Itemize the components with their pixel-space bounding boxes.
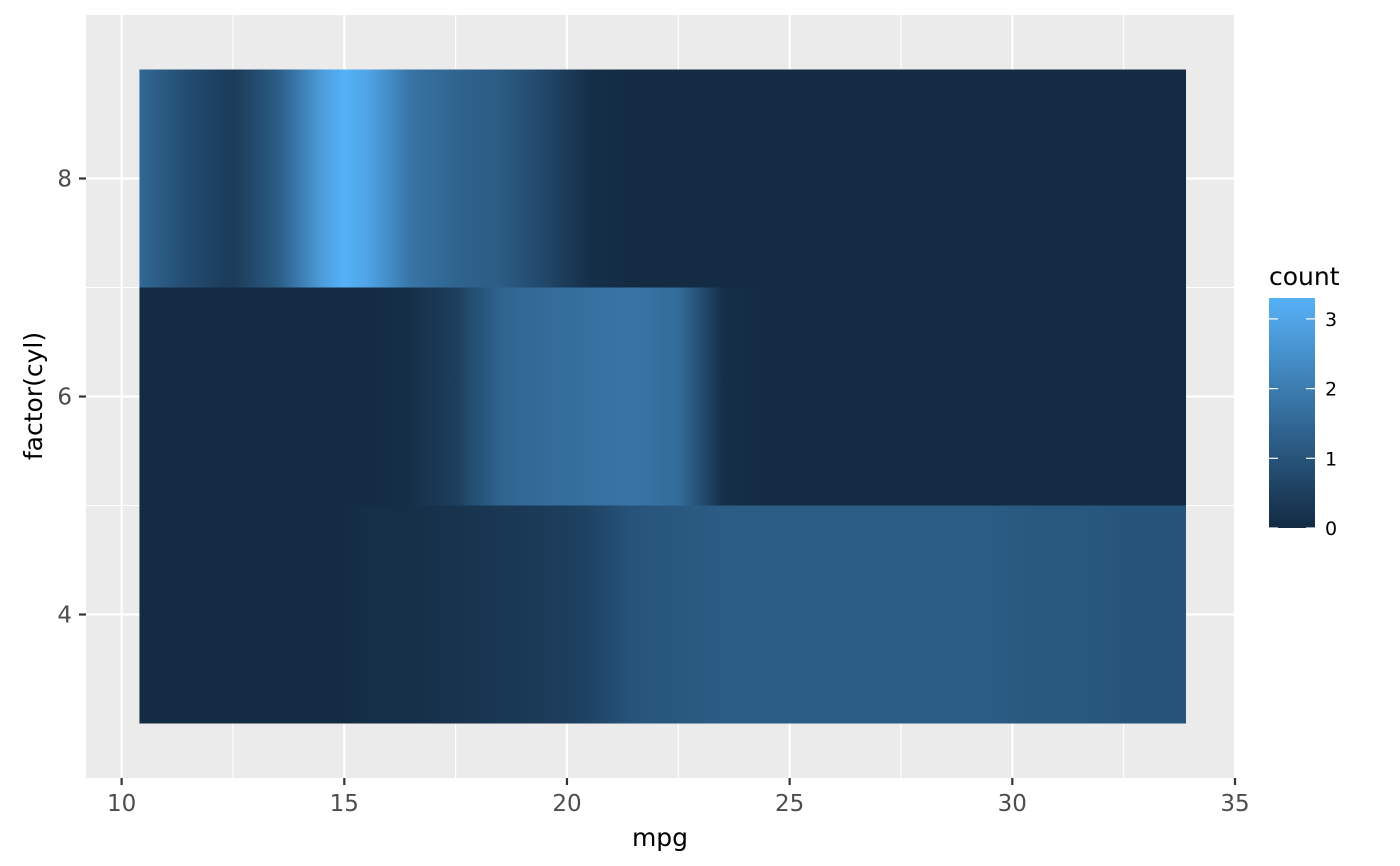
x-tick-label: 25: [775, 791, 804, 817]
x-tick-label: 15: [330, 791, 359, 817]
y-tick-label: 8: [57, 167, 72, 193]
legend-tick-label: 1: [1325, 448, 1337, 470]
legend-tick-label: 2: [1325, 379, 1337, 401]
legend-tick-label: 3: [1325, 309, 1337, 331]
legend-ticks: 0 1 2 3: [1269, 309, 1337, 540]
x-axis-title: mpg: [632, 823, 688, 852]
y-axis: 4 6 8: [57, 167, 86, 629]
x-tick-label: 30: [998, 791, 1027, 817]
legend: count 0 1 2 3: [1269, 262, 1340, 540]
legend-tick-label: 0: [1325, 518, 1337, 540]
x-axis: 10 15 20 25 30 35: [107, 778, 1250, 817]
heatmap-row-cyl-4: [139, 505, 1187, 724]
legend-colorbar: [1269, 298, 1315, 528]
heatmap-row-cyl-6: [139, 287, 1187, 506]
x-tick-label: 35: [1220, 791, 1249, 817]
x-tick-label: 10: [107, 791, 136, 817]
x-tick-label: 20: [552, 791, 581, 817]
heatmap-tiles: [139, 69, 1187, 724]
y-tick-label: 6: [57, 385, 72, 411]
heatmap-row-cyl-8: [139, 69, 1187, 288]
y-axis-title: factor(cyl): [19, 332, 48, 460]
legend-title: count: [1269, 262, 1340, 291]
y-tick-label: 4: [57, 603, 72, 629]
